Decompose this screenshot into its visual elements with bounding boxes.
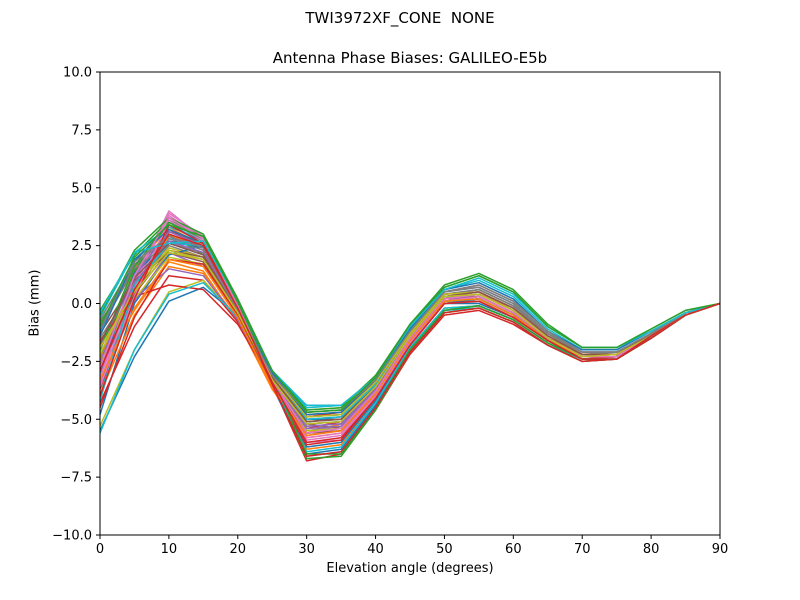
series-line-52 (100, 233, 720, 444)
x-tick-label: 90 (712, 542, 729, 557)
x-tick-label: 40 (367, 542, 384, 557)
series-layer (100, 210, 720, 462)
x-tick-label: 20 (230, 542, 247, 557)
x-tick-label: 30 (298, 542, 315, 557)
axes-frame (99, 71, 721, 536)
x-tick-label: 50 (436, 542, 453, 557)
tick-layer: 0 10 20 30 40 50 60 70 80 90 −10.0 −7.5 −5.0 −2.5 0.0 2… (52, 66, 728, 558)
y-tick-label: 7.5 (71, 123, 92, 138)
x-tick-label: 60 (505, 542, 522, 557)
x-tick-label: 80 (643, 542, 660, 557)
series-line-47 (100, 217, 720, 434)
y-tick-label: −7.5 (60, 471, 92, 486)
y-tick-label: 0.0 (71, 297, 92, 312)
series-line-39 (100, 249, 720, 418)
series-line-1 (100, 286, 720, 432)
series-line-49 (100, 251, 720, 425)
y-tick-label: 2.5 (71, 239, 92, 254)
y-tick-label: 10.0 (63, 66, 92, 81)
y-tick-label: 5.0 (71, 181, 92, 196)
y-axis-label: Bias (mm) (27, 269, 43, 337)
x-axis-label: Elevation angle (degrees) (326, 561, 494, 576)
series-line-48 (100, 235, 720, 414)
x-tick-label: 0 (96, 542, 104, 557)
y-tick-label: −10.0 (52, 529, 92, 544)
figure-suptitle: TWI3972XF_CONE NONE (305, 9, 495, 27)
chart-title: Antenna Phase Biases: GALILEO-E5b (272, 49, 548, 67)
y-tick-label: −5.0 (60, 413, 92, 428)
series-line-51 (100, 224, 720, 414)
y-tick-label: −2.5 (60, 355, 92, 370)
series-line-30 (100, 281, 720, 434)
x-tick-label: 70 (574, 542, 591, 557)
x-tick-label: 10 (161, 542, 178, 557)
